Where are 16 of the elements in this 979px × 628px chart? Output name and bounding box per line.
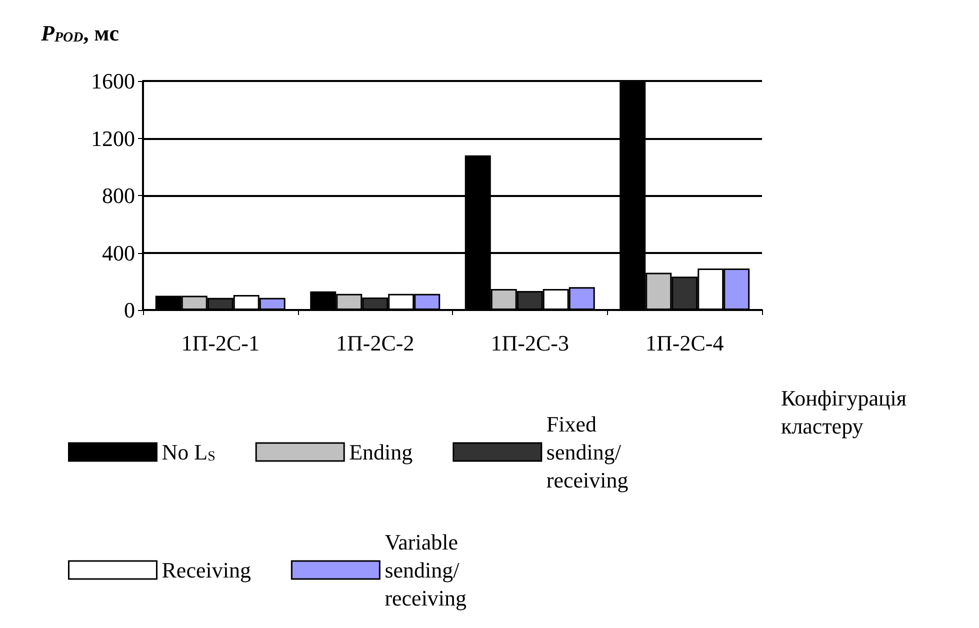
x-axis-title: Конфігурація кластеру bbox=[781, 386, 907, 438]
y-tick-label: 400 bbox=[102, 240, 135, 266]
legend-label: No LS bbox=[162, 440, 216, 464]
y-axis-title: PPOD, мс bbox=[40, 20, 120, 46]
legend-label: Ending bbox=[349, 440, 413, 464]
y-tick-label: 0 bbox=[124, 298, 135, 322]
x-tick-label: 1П-2С-2 bbox=[336, 330, 414, 356]
x-tick-label: 1П-2С-4 bbox=[646, 330, 724, 356]
y-tick-label: 800 bbox=[102, 183, 135, 208]
x-tick-label: 1П-2С-3 bbox=[490, 330, 569, 356]
legend-label: Receiving bbox=[162, 558, 251, 582]
x-tick-label: 1П-2С-1 bbox=[181, 330, 260, 356]
legend-label: Variable sending/ receiving bbox=[384, 530, 467, 610]
y-tick-label: 1200 bbox=[91, 126, 135, 151]
y-tick-label: 1600 bbox=[91, 68, 135, 94]
legend-label: Fixed sending/ receiving bbox=[546, 412, 628, 492]
